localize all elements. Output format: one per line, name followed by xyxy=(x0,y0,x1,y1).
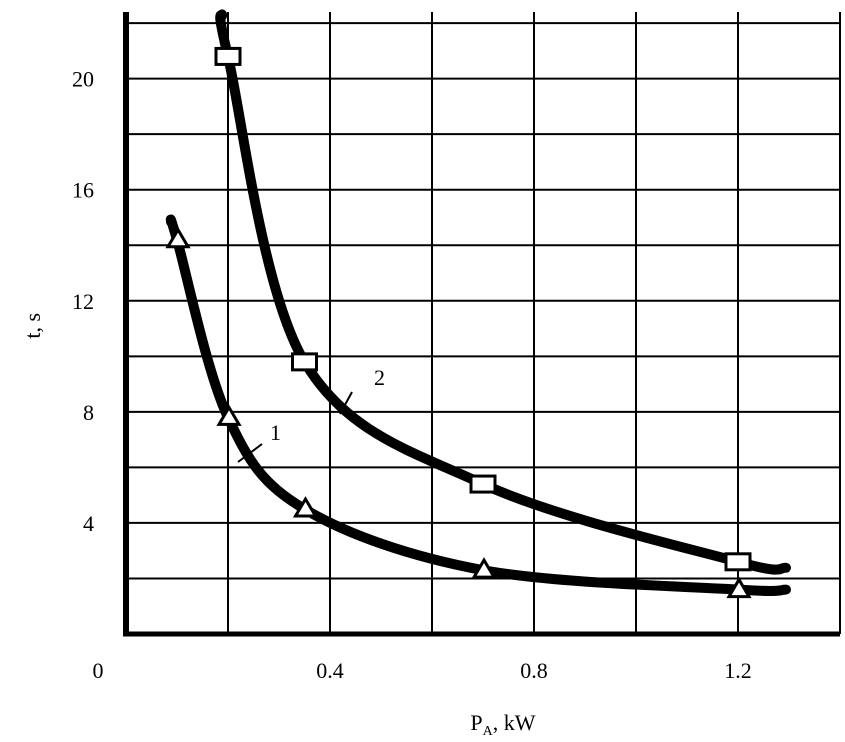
curve-label-1: 1 xyxy=(270,420,281,445)
y-tick-label: 20 xyxy=(72,67,94,92)
x-axis-label-subscript: A xyxy=(483,724,494,739)
y-tick-label: 8 xyxy=(83,400,94,425)
x-tick-label: 1.2 xyxy=(724,658,752,683)
series-2-line xyxy=(215,9,791,575)
x-axis-label-main: P xyxy=(470,710,482,735)
series-1-marker xyxy=(216,404,242,426)
series-curves xyxy=(165,9,791,597)
series-2-marker xyxy=(214,46,242,66)
y-tick-label: 16 xyxy=(72,178,94,203)
axes xyxy=(123,12,840,637)
x-tick-label: 0.4 xyxy=(316,658,344,683)
curve-label-2-leader xyxy=(339,391,353,415)
grid-lines xyxy=(126,12,841,634)
series-2-marker xyxy=(291,352,318,372)
x-axis-label: PA, kW xyxy=(470,710,535,739)
series-markers xyxy=(165,46,752,599)
x-tick-label: 0 xyxy=(93,658,104,683)
x-axis-label-unit: , kW xyxy=(493,710,536,735)
curve-label-leaders xyxy=(237,391,353,463)
curve-label-2: 2 xyxy=(374,365,385,390)
curve-label-1-leader xyxy=(237,443,263,463)
y-axis-label: t, s xyxy=(20,313,45,339)
y-tick-label: 4 xyxy=(83,511,94,536)
series-1-marker xyxy=(726,576,752,599)
y-tick-label: 12 xyxy=(72,289,94,314)
series-1-marker xyxy=(292,496,319,518)
series-2-marker xyxy=(724,552,752,572)
series-2-marker xyxy=(469,474,497,494)
series-1-marker xyxy=(165,226,191,249)
series-1-marker xyxy=(471,557,497,579)
x-tick-label: 0.8 xyxy=(520,658,548,683)
series-1-line xyxy=(165,214,791,597)
